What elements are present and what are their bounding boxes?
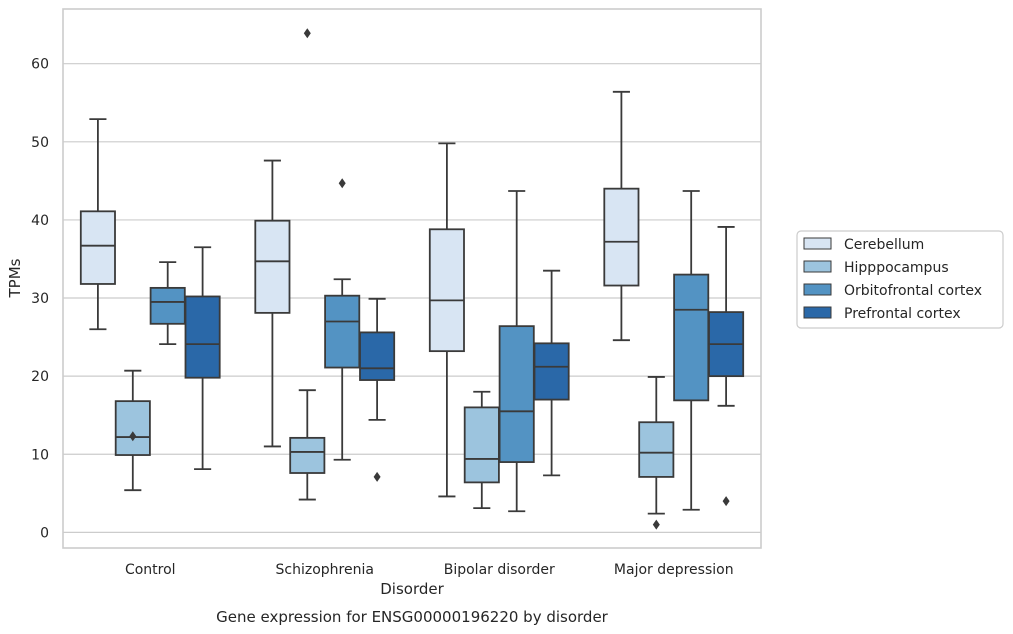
legend-label: Cerebellum: [844, 237, 924, 253]
box-body: [673, 273, 710, 402]
box-prefrontal-cortex: [708, 226, 745, 507]
outlier-point: [338, 178, 346, 189]
legend-swatch: [803, 237, 832, 250]
legend-label: Orbitofrontal cortex: [844, 283, 982, 299]
box-body: [428, 228, 465, 353]
y-tick-labels: 0 10 20 30 40 50 60: [31, 57, 49, 542]
box-hipppocampus: [289, 28, 326, 501]
box-body: [359, 331, 396, 381]
box-body: [149, 286, 186, 325]
box-orbitofrontal-cortex: [673, 190, 710, 511]
y-tick-label: 20: [31, 369, 49, 385]
box-cerebellum: [603, 90, 640, 342]
x-tick-labels: Control Schizophrenia Bipolar disorder Majo…: [125, 562, 734, 578]
outlier-point: [129, 431, 137, 442]
outlier-point: [373, 471, 381, 482]
box-cerebellum: [79, 118, 116, 331]
box-body: [184, 295, 221, 379]
box-cerebellum: [254, 159, 291, 448]
outlier-point: [652, 519, 660, 530]
y-tick-label: 0: [40, 525, 49, 541]
box-plot-boxes: [79, 28, 745, 530]
y-tick-label: 60: [31, 57, 49, 73]
legend-label: Hipppocampus: [844, 260, 949, 276]
legend-label: Prefrontal cortex: [844, 306, 961, 322]
box-orbitofrontal-cortex: [498, 190, 535, 513]
box-body: [254, 219, 291, 314]
x-tick-label: Control: [125, 562, 176, 578]
box-hipppocampus: [638, 376, 675, 530]
legend: Cerebellum Hipppocampus Orbitofrontal cort…: [796, 230, 1004, 329]
plot-frame: [62, 8, 762, 549]
box-orbitofrontal-cortex: [149, 261, 186, 346]
y-tick-label: 40: [31, 213, 49, 229]
box-body: [498, 325, 535, 463]
box-hipppocampus: [463, 390, 500, 510]
chart-caption: Gene expression for ENSG00000196220 by d…: [216, 608, 609, 626]
y-axis-label: TPMs: [6, 258, 24, 298]
box-body: [79, 210, 116, 285]
y-tick-label: 30: [31, 291, 49, 307]
box-prefrontal-cortex: [533, 269, 570, 477]
box-body: [289, 436, 326, 474]
legend-swatch: [803, 260, 832, 273]
box-body: [638, 421, 675, 478]
outlier-point: [303, 28, 311, 39]
box-body: [603, 187, 640, 287]
x-tick-label: Bipolar disorder: [444, 562, 555, 578]
box-prefrontal-cortex: [184, 246, 221, 471]
box-prefrontal-cortex: [359, 297, 396, 482]
box-body: [114, 400, 151, 456]
box-body: [463, 406, 500, 484]
legend-swatch: [803, 306, 832, 319]
x-axis-label: Disorder: [380, 580, 444, 598]
legend-frame: [796, 230, 1004, 329]
y-tick-label: 10: [31, 447, 49, 463]
box-body: [533, 342, 570, 401]
box-cerebellum: [428, 142, 465, 498]
outlier-point: [722, 496, 730, 507]
x-tick-label: Schizophrenia: [276, 562, 374, 578]
box-body: [324, 294, 361, 369]
box-orbitofrontal-cortex: [324, 178, 361, 461]
x-tick-label: Major depression: [614, 562, 734, 578]
legend-swatch: [803, 283, 832, 296]
box-hipppocampus: [114, 369, 151, 492]
y-tick-label: 50: [31, 135, 49, 151]
